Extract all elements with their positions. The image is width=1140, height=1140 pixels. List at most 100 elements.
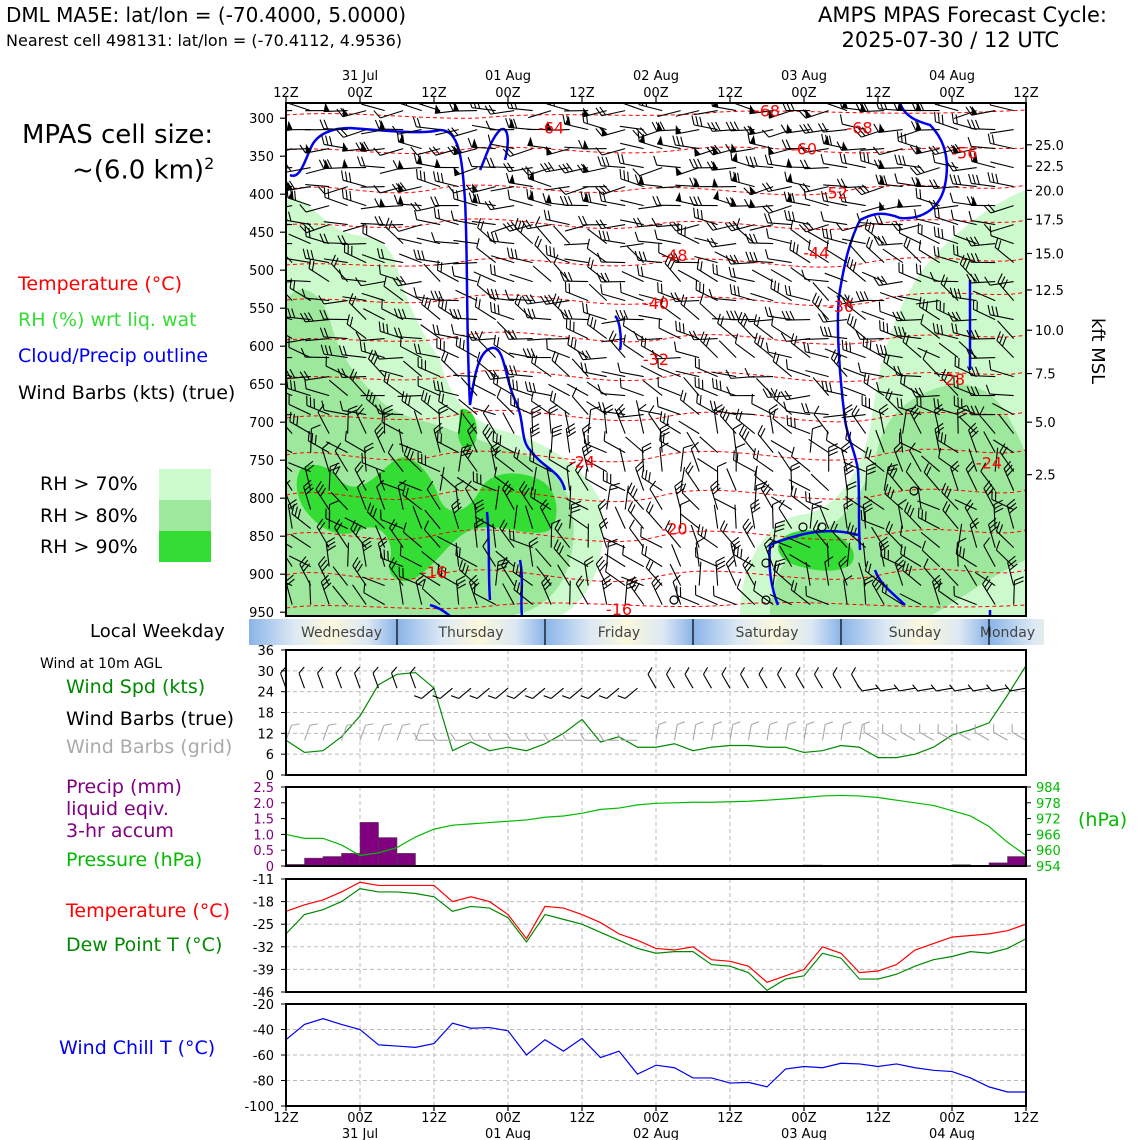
wind-barb [603, 431, 626, 454]
wind-barb [872, 146, 903, 156]
wind-barb [805, 491, 829, 511]
wind-barb [840, 441, 851, 472]
surface-barb-grid [617, 733, 638, 741]
wind-barb [690, 524, 700, 548]
wind-barb [657, 110, 681, 118]
wind-barb [993, 499, 1004, 529]
wind-barb [966, 273, 996, 284]
wind-barb [623, 334, 644, 359]
wind-barb [712, 371, 737, 378]
wind-barb [503, 162, 533, 173]
wind-barb [531, 352, 552, 378]
contour-label: -16 [421, 563, 447, 582]
surface-barb-true [949, 684, 971, 692]
wind-barb [882, 248, 903, 264]
wind-barb [399, 545, 422, 568]
wind-panel-frame [285, 649, 1027, 776]
wind-barb [494, 466, 515, 492]
wind-barb [769, 593, 792, 606]
wind-barb [879, 291, 903, 302]
wind-barb [578, 139, 607, 150]
surface-barb-grid [359, 723, 374, 741]
wind-barb [450, 210, 478, 226]
wind-barb [508, 352, 533, 359]
contour-label: -28 [939, 370, 965, 389]
wind-barb [568, 514, 589, 530]
wind-barb [706, 221, 737, 231]
y-tick-label: -11 [253, 873, 274, 888]
wind-barb [969, 151, 996, 169]
wind-barb [455, 289, 478, 302]
wind-barb [548, 383, 570, 397]
wind-barb [828, 443, 838, 472]
wind-barb [885, 520, 904, 548]
wind-barb [790, 580, 811, 606]
wind-barb [347, 542, 350, 567]
precip-bar [322, 856, 342, 867]
wind-barb [482, 537, 497, 567]
contour-label: -16 [606, 600, 632, 619]
wind-barb [286, 415, 293, 434]
wind-barb [688, 330, 718, 341]
wind-barb [286, 534, 293, 549]
wind-barb [379, 472, 404, 492]
wind-barb [966, 405, 996, 416]
wind-barb [344, 430, 367, 454]
wind-barb [521, 294, 552, 305]
precip-bar [1007, 856, 1027, 867]
wind-barb [909, 404, 922, 434]
wind-barb [712, 177, 737, 188]
surface-barb-true [317, 666, 324, 689]
wind-barb [812, 377, 830, 396]
wind-barb [403, 360, 423, 378]
wind-barb [287, 499, 298, 529]
wind-barb [735, 443, 746, 472]
surface-barb-grid [919, 724, 934, 741]
wind-barb [819, 326, 848, 340]
wind-barb [601, 574, 612, 605]
bottom-hour-label: 12Z [1013, 1111, 1039, 1126]
wind-barb [933, 226, 959, 245]
wind-barb [360, 186, 385, 188]
wind-barb [355, 141, 385, 152]
wind-barb [549, 390, 570, 416]
surface-barb-grid [673, 721, 686, 741]
wind-barb [679, 500, 690, 529]
wind-barb [305, 183, 330, 188]
wind-barb [363, 582, 385, 606]
title-left: DML MA5E: lat/lon = (-70.4000, 5.0000) [6, 3, 407, 27]
wind-barb [299, 204, 330, 213]
wind-barb [862, 499, 873, 529]
bottom-hour-label: 00Z [939, 1111, 965, 1126]
surface-barb-true [684, 667, 694, 689]
wind-barb [361, 537, 372, 567]
wind-barb [680, 444, 694, 472]
surface-barb-true [335, 666, 343, 689]
wind-barb [923, 463, 941, 491]
wind-barb [765, 228, 792, 245]
wind-barb [614, 506, 626, 529]
wind-barb [474, 516, 496, 530]
wind-barb [928, 199, 959, 210]
top-hour-label: 12Z [865, 86, 891, 101]
wind-barb [933, 397, 959, 416]
wind-barb [846, 542, 851, 567]
surface-barb-grid [840, 721, 852, 741]
wind-barb [685, 462, 700, 491]
wind-barb [541, 574, 552, 605]
wind-barb [657, 282, 681, 302]
wind-barb [932, 322, 959, 340]
wind-barb [849, 235, 867, 263]
wind-barb [359, 341, 385, 359]
wind-barb [845, 496, 866, 511]
contour-label: -52 [822, 184, 848, 203]
wind-barb [801, 269, 829, 283]
y-tick-label: -39 [253, 963, 274, 978]
wind-barb [528, 537, 539, 567]
wind-barb [564, 281, 589, 302]
wind-barb [385, 217, 404, 244]
precip-label-3: 3-hr accum [66, 820, 174, 842]
wind-barb [449, 308, 478, 321]
wind-barb [769, 538, 792, 549]
wind-barb [996, 331, 1015, 358]
